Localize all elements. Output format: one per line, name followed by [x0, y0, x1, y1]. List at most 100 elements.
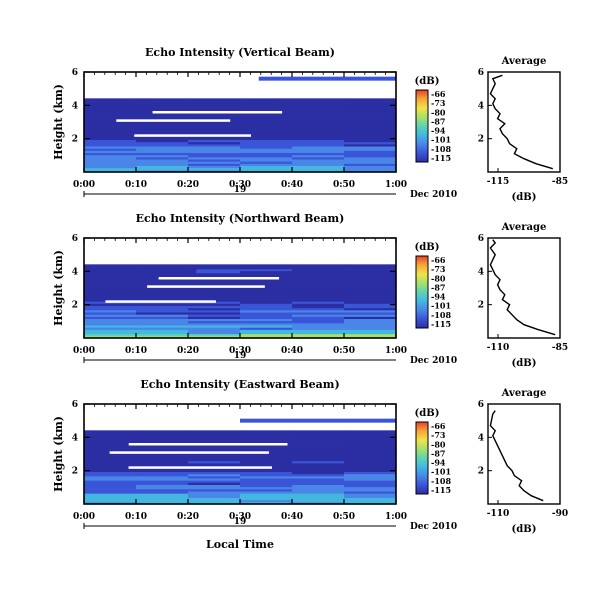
heatmap-cell: [292, 333, 345, 337]
profile-x-tick-label: -90: [552, 509, 568, 519]
heatmap-cell: [136, 165, 189, 169]
heatmap-cell: [188, 329, 241, 332]
heatmap-cell: [292, 493, 345, 496]
heatmap-cell: [292, 322, 345, 326]
heatmap-cell: [344, 117, 397, 121]
heatmap-cell: [136, 499, 189, 503]
profile-y-tick-label: 6: [478, 234, 484, 244]
profile-frame: [487, 237, 561, 339]
colorbar-tick-label: -108: [431, 144, 451, 154]
heatmap-cell: [136, 154, 189, 158]
heatmap-cell: [344, 102, 397, 106]
heatmap-cell: [188, 296, 241, 300]
heatmap-cell: [188, 290, 241, 293]
heatmap-cell: [240, 294, 293, 298]
heatmap-cell: [84, 102, 137, 106]
panel-title: Echo Intensity (Eastward Beam): [140, 378, 339, 391]
heatmap-cell: [84, 152, 137, 156]
colorbar-unit: (dB): [415, 408, 440, 419]
heatmap-cell: [136, 264, 189, 267]
heatmap-cell: [136, 460, 189, 464]
colorbar-tick-label: -73: [431, 430, 446, 440]
colorbar: [415, 421, 429, 495]
heatmap-cell: [344, 150, 397, 153]
heatmap-cell: [292, 454, 345, 457]
heatmap-cell: [292, 126, 345, 130]
heatmap-cell: [84, 117, 137, 121]
profile-y-tick-label: 6: [478, 400, 484, 410]
heatmap-cell: [344, 266, 397, 270]
heatmap-cell: [344, 283, 397, 287]
heatmap-cell: [240, 432, 293, 436]
heatmap-cell: [344, 156, 397, 160]
colorbar-tick-label: -108: [431, 476, 451, 486]
x-tick-label: 0:50: [333, 512, 355, 522]
heatmap-cell: [240, 296, 293, 300]
heatmap-cell: [240, 290, 293, 293]
heatmap-cell: [344, 292, 397, 296]
heatmap-cell: [84, 501, 137, 505]
heatmap-cell: [292, 128, 345, 132]
heatmap-cell: [240, 148, 293, 151]
heatmap-cell: [292, 288, 345, 291]
heatmap-cell: [344, 452, 397, 455]
heatmap-cell: [188, 128, 241, 132]
heatmap-cell: [136, 109, 189, 112]
heatmap-cell: [240, 465, 293, 468]
heatmap-cell: [292, 286, 345, 289]
heatmap-cell: [188, 305, 241, 309]
heatmap-cell: [292, 331, 345, 335]
y-tick-label: 6: [72, 400, 78, 410]
heatmap-cell: [136, 454, 189, 457]
heatmap-cell: [188, 493, 241, 496]
heatmap-cell: [344, 312, 397, 315]
colorbar: [415, 255, 429, 329]
heatmap-cell: [188, 465, 241, 468]
heatmap-cell: [136, 288, 189, 291]
heatmap-cell: [84, 320, 137, 324]
heatmap-cell: [292, 478, 345, 481]
heatmap-cell: [292, 290, 345, 293]
heatmap-cell: [240, 165, 293, 169]
heatmap-cell: [344, 286, 397, 289]
heatmap-cell: [84, 146, 137, 149]
heatmap-cell: [136, 102, 189, 106]
heatmap-cell: [240, 117, 293, 121]
x-tick-label: 0:00: [73, 180, 95, 190]
heatmap-cell: [84, 467, 137, 470]
data-gap: [147, 285, 265, 288]
heatmap-cell: [292, 441, 344, 451]
heatmap-cell: [344, 436, 397, 440]
heatmap-cell: [292, 143, 345, 147]
heatmap-cell: [240, 329, 293, 332]
heatmap-cell: [240, 488, 293, 492]
heatmap-cell: [188, 139, 241, 143]
heatmap-cell: [84, 156, 137, 160]
profile-title: Average: [501, 56, 547, 67]
heatmap-cell: [344, 456, 397, 459]
colorbar-tick-label: -80: [431, 107, 446, 117]
colorbar-tick-label: -101: [431, 301, 451, 311]
heatmap-cell: [84, 270, 137, 274]
heatmap-cell: [188, 322, 241, 326]
heatmap-cell: [136, 316, 189, 319]
heatmap-cell: [292, 98, 345, 101]
heatmap-cell: [84, 449, 137, 453]
heatmap-cell: [292, 137, 345, 140]
profile-y-tick-label: 6: [478, 68, 484, 78]
heatmap-cell: [240, 167, 293, 171]
heatmap-cell: [344, 462, 397, 466]
heatmap-cell: [84, 327, 137, 330]
heatmap-cell: [136, 283, 189, 287]
heatmap-cell: [344, 141, 397, 145]
colorbar-tick-label: -115: [431, 319, 451, 329]
heatmap-cell: [240, 333, 293, 337]
heatmap-cell: [188, 126, 241, 130]
colorbar-tick-label: -80: [431, 273, 446, 283]
heatmap-cell: [344, 169, 397, 173]
heatmap-cell: [136, 462, 189, 466]
heatmap-cell: [344, 301, 397, 304]
heatmap-cell: [84, 294, 137, 298]
heatmap-cell: [344, 495, 397, 498]
heatmap-cell: [188, 318, 241, 322]
